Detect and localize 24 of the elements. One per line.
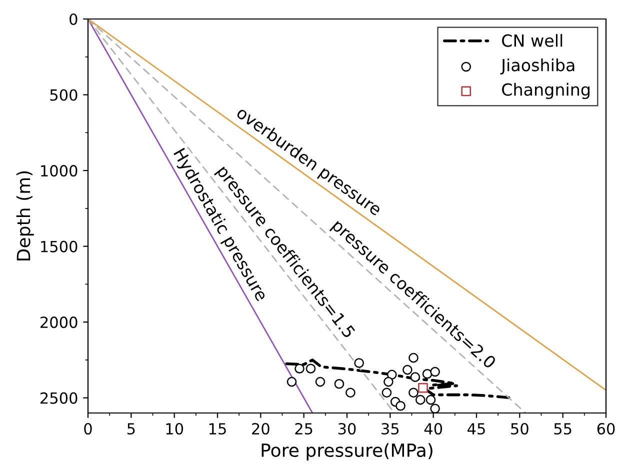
x-tick-label: 35: [382, 422, 399, 435]
legend-label: Jiaoshiba: [500, 58, 574, 74]
y-tick-label: 1500: [41, 240, 78, 252]
x-tick-label: 55: [554, 423, 572, 435]
y-tick-label: 500: [50, 89, 78, 101]
legend-label: Changning: [502, 82, 590, 100]
x-tick-label: 15: [209, 423, 226, 435]
y-axis-title: Depth (m): [16, 171, 34, 260]
y-tick-label: 2500: [40, 392, 78, 404]
x-tick-label: 30: [338, 422, 356, 435]
y-tick-label: 0: [70, 13, 78, 26]
x-tick-label: 60: [597, 422, 615, 435]
x-axis-title: Pore pressure(MPa): [262, 443, 432, 461]
x-tick-label: 0: [84, 422, 92, 435]
y-tick-label: 1000: [41, 165, 78, 177]
y-tick-label: 2000: [40, 316, 78, 328]
x-tick-label: 5: [127, 423, 135, 435]
x-tick-label: 20: [252, 422, 270, 435]
x-tick-label: 25: [295, 422, 312, 435]
x-tick-label: 45: [468, 423, 485, 435]
x-tick-label: 50: [511, 422, 528, 435]
x-tick-label: 40: [424, 422, 442, 435]
x-tick-label: 10: [166, 422, 184, 435]
legend-label: CN well: [502, 34, 562, 47]
